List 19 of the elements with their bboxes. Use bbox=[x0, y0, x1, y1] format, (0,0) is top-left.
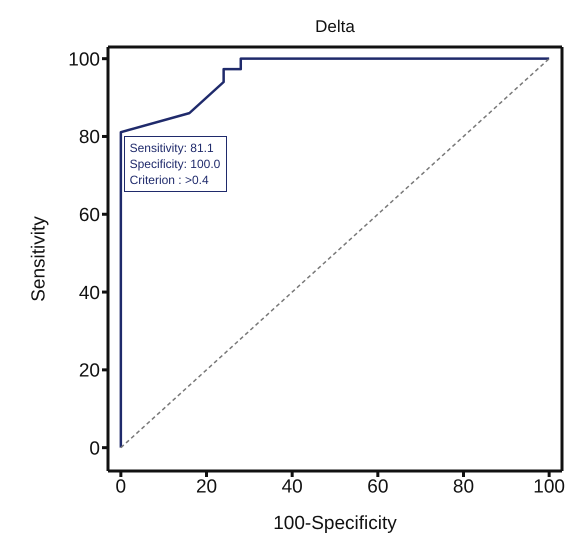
y-tick-label: 40 bbox=[78, 282, 100, 304]
chart-title: Delta bbox=[315, 17, 356, 36]
annotation-box: Sensitivity: 81.1 Specificity: 100.0 Criterion : >0.4 bbox=[124, 136, 228, 192]
x-axis-title: 100-Specificity bbox=[273, 513, 398, 534]
x-tick-label: 100 bbox=[533, 476, 566, 498]
y-tick-label: 20 bbox=[78, 360, 100, 382]
x-tick-label: 40 bbox=[282, 476, 303, 498]
x-tick-label: 20 bbox=[196, 476, 218, 498]
y-tick-label: 0 bbox=[89, 438, 100, 460]
y-tick-label: 100 bbox=[68, 49, 100, 70]
y-tick-label: 80 bbox=[78, 127, 100, 148]
x-tick-label: 80 bbox=[452, 476, 474, 498]
annotation: Sensitivity: 81.1 bbox=[130, 140, 215, 156]
annotation: Criterion : >0.4 bbox=[130, 172, 210, 188]
x-tick-label: 0 bbox=[116, 476, 126, 498]
x-tick-label: 60 bbox=[367, 476, 388, 498]
y-axis-title: Sensitivity bbox=[28, 216, 50, 302]
annotation: Specificity: 100.0 bbox=[130, 156, 220, 172]
y-tick-label: 60 bbox=[78, 205, 100, 226]
